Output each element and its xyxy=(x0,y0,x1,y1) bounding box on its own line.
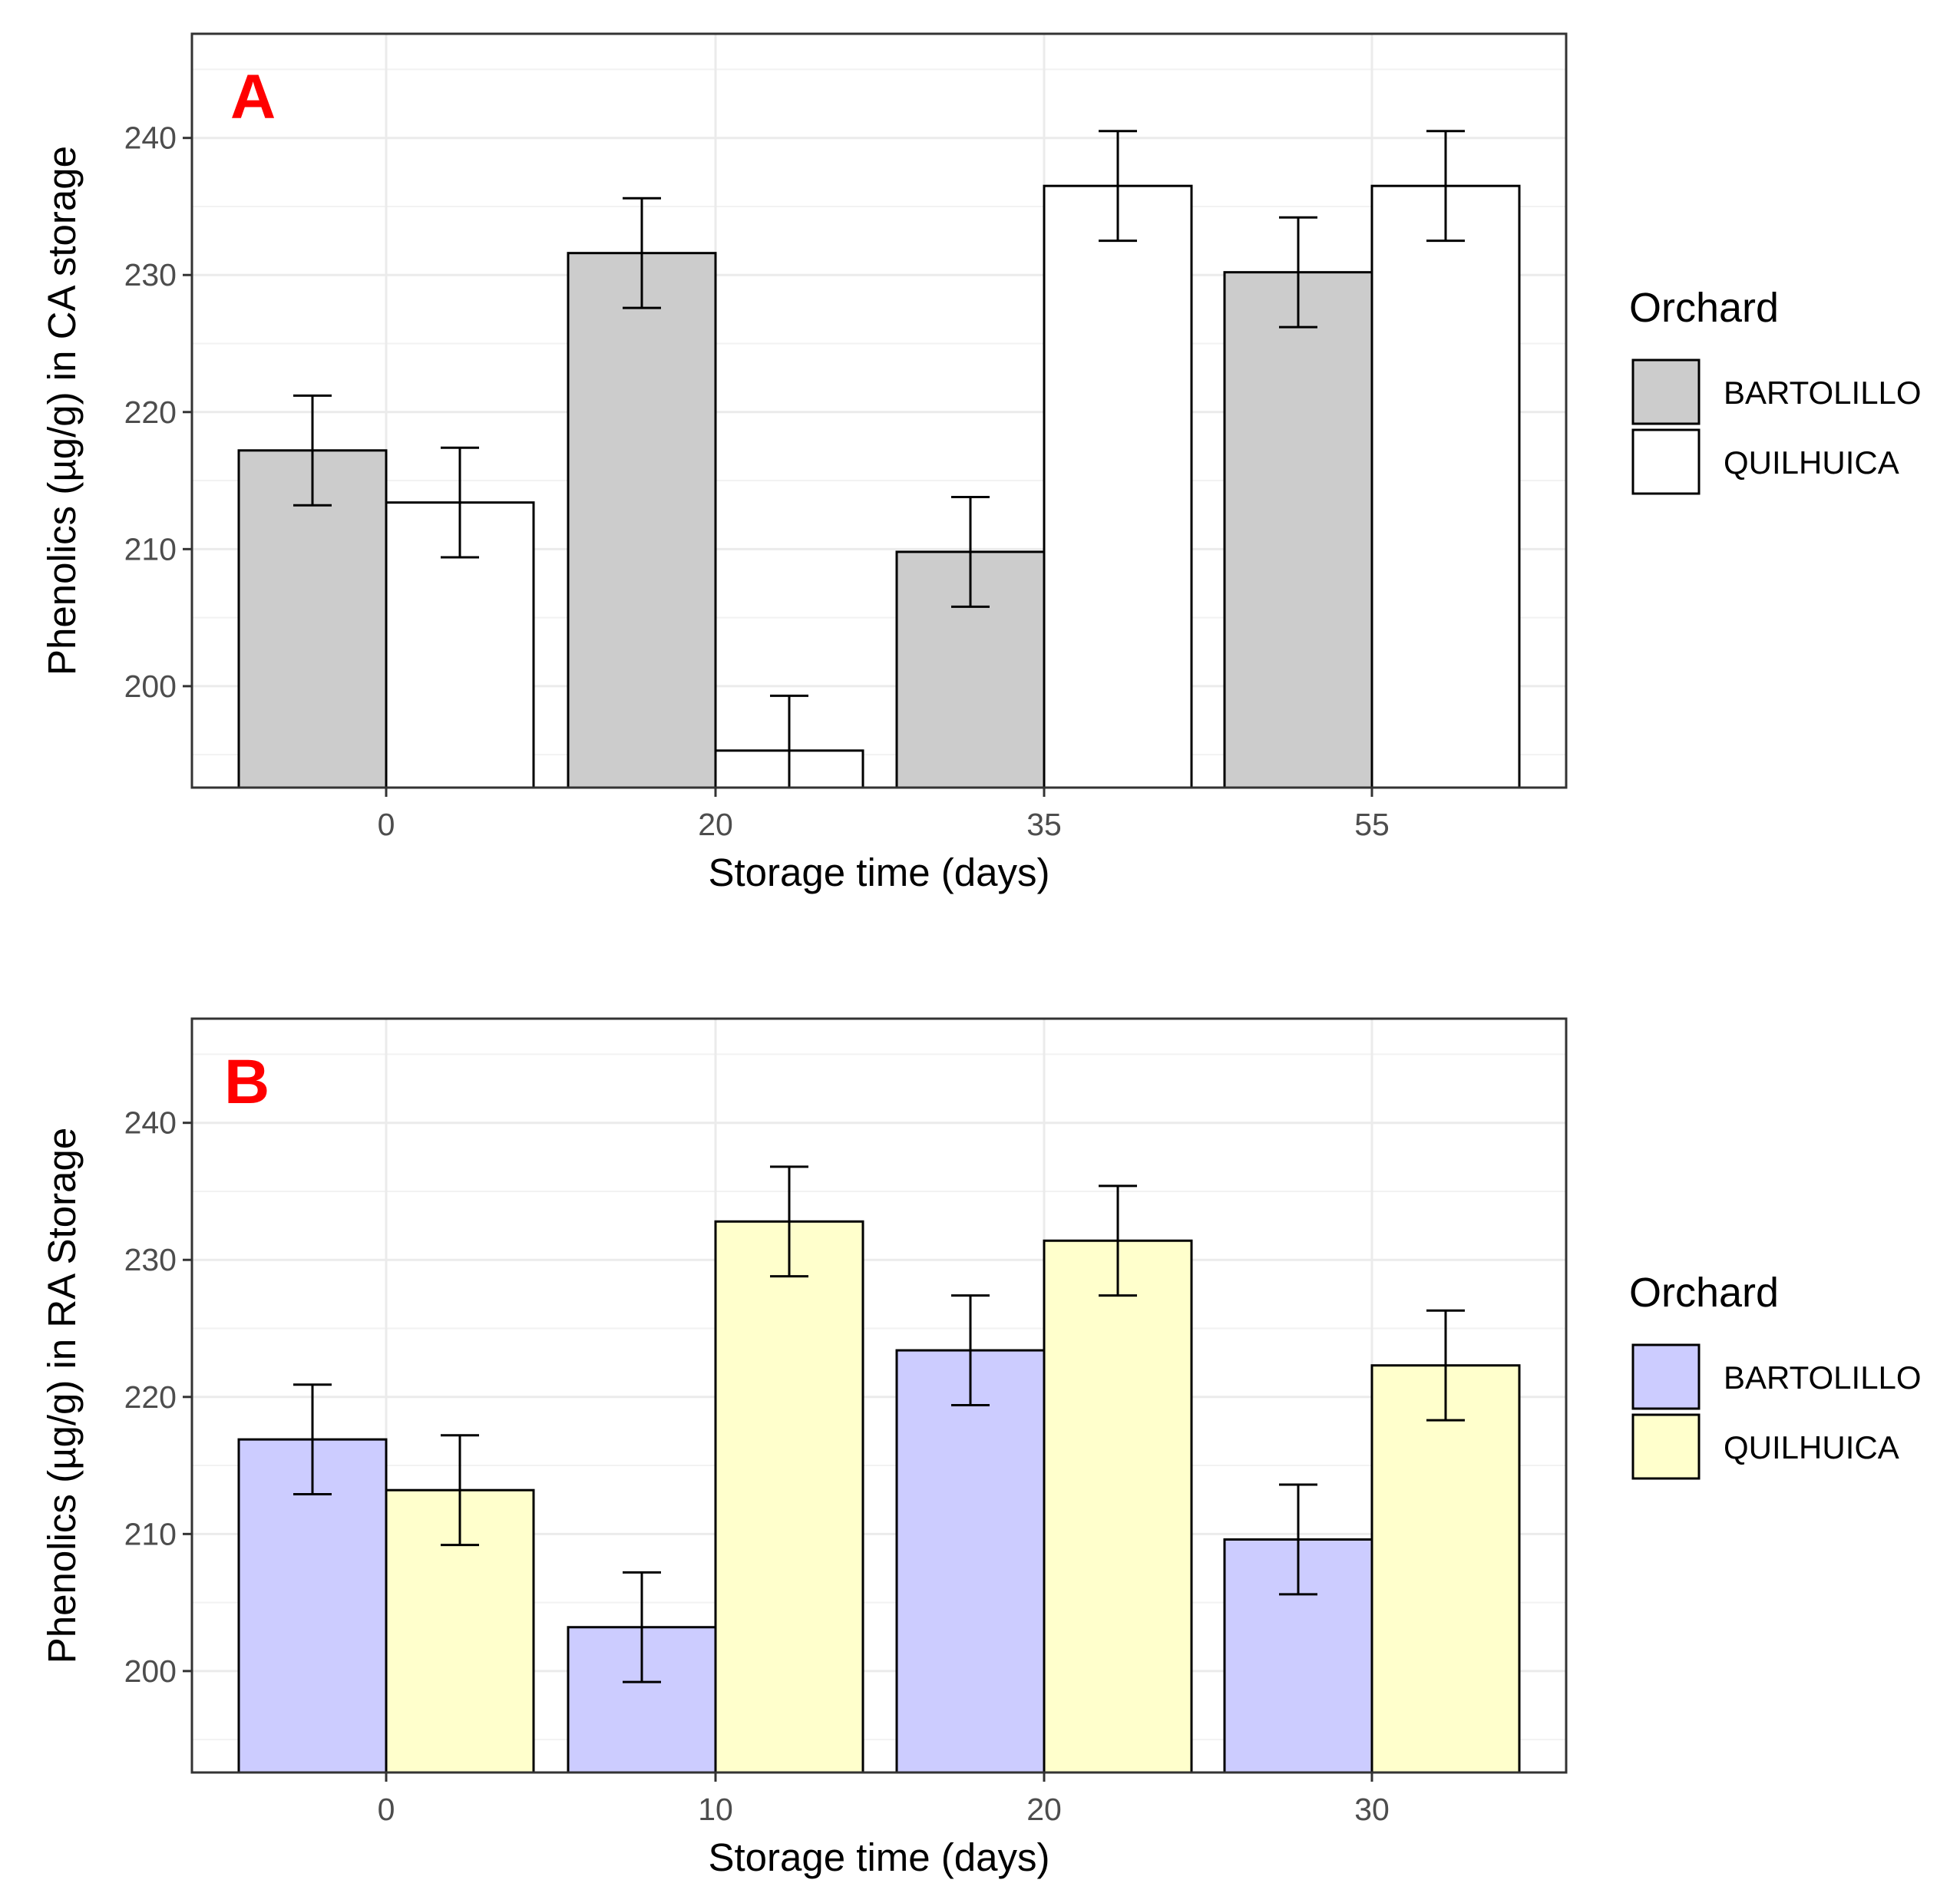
error-bar-bartolillo-30 xyxy=(1279,1483,1317,1596)
bar-bartolillo-55 xyxy=(1223,271,1373,789)
legend: Orchard BARTOLILLO QUILHUICA xyxy=(1629,1270,1922,1480)
y-tick-label: 210 xyxy=(124,531,177,567)
y-axis-title: Phenolics (µg/g) in CA storage xyxy=(40,146,84,676)
legend-label-quilhuica: QUILHUICA xyxy=(1724,1429,1899,1465)
panel-letter: A xyxy=(230,62,276,132)
bar-bartolillo-20 xyxy=(567,252,717,789)
legend-title: Orchard xyxy=(1629,285,1779,331)
error-bar-bartolillo-0 xyxy=(293,394,332,507)
legend-key-quilhuica xyxy=(1631,1413,1701,1480)
error-bar-quilhuica-20 xyxy=(1099,1184,1137,1297)
bar-quilhuica-35 xyxy=(1043,184,1193,789)
x-tick-label: 55 xyxy=(1354,807,1390,842)
x-tick-label: 35 xyxy=(1026,807,1062,842)
panel-letter: B xyxy=(224,1047,269,1117)
y-tick-label: 230 xyxy=(124,257,177,292)
y-tick-label: 210 xyxy=(124,1516,177,1551)
bar-bartolillo-20 xyxy=(895,1349,1046,1774)
y-tick-label: 230 xyxy=(124,1242,177,1277)
y-tick-label: 200 xyxy=(124,669,177,704)
error-bar-bartolillo-20 xyxy=(951,1294,990,1406)
error-bar-quilhuica-35 xyxy=(1099,130,1137,243)
error-bar-quilhuica-0 xyxy=(441,1434,479,1547)
bar-quilhuica-30 xyxy=(1370,1364,1521,1774)
chart-panel-b: 200 210 220 230 240 0 10 20 30 Storage time (days… xyxy=(40,1017,1922,1879)
x-axis-title: Storage time (days) xyxy=(708,851,1049,894)
legend-key-quilhuica xyxy=(1631,428,1701,495)
error-bar-bartolillo-55 xyxy=(1279,216,1317,329)
bar-quilhuica-10 xyxy=(714,1220,864,1774)
error-bar-quilhuica-20 xyxy=(770,694,808,788)
legend-label-quilhuica: QUILHUICA xyxy=(1724,444,1899,481)
error-bar-bartolillo-0 xyxy=(293,1383,332,1496)
y-tick-label: 220 xyxy=(124,395,177,430)
error-bar-quilhuica-10 xyxy=(770,1165,808,1278)
y-tick-label: 220 xyxy=(124,1379,177,1415)
legend-key-bartolillo xyxy=(1631,358,1701,425)
error-bar-quilhuica-30 xyxy=(1426,1309,1465,1422)
error-bar-quilhuica-0 xyxy=(441,446,479,559)
panel-border xyxy=(190,32,1568,789)
x-tick-label: 30 xyxy=(1354,1792,1390,1827)
x-tick-label: 0 xyxy=(378,807,395,842)
error-bar-quilhuica-55 xyxy=(1426,130,1465,243)
error-bar-bartolillo-10 xyxy=(623,1571,661,1683)
x-tick-label: 10 xyxy=(698,1792,733,1827)
y-tick-label: 200 xyxy=(124,1653,177,1689)
x-axis-title: Storage time (days) xyxy=(708,1835,1049,1879)
legend-title: Orchard xyxy=(1629,1270,1779,1316)
bar-quilhuica-55 xyxy=(1370,184,1521,789)
error-bar-bartolillo-20 xyxy=(623,197,661,309)
y-axis-title: Phenolics (µg/g) in RA Storage xyxy=(40,1128,84,1663)
y-tick-label: 240 xyxy=(124,1105,177,1141)
y-tick-label: 240 xyxy=(124,121,177,156)
x-tick-label: 20 xyxy=(698,807,733,842)
legend-key-bartolillo xyxy=(1631,1343,1701,1410)
legend-label-bartolillo: BARTOLILLO xyxy=(1724,375,1922,411)
x-tick-label: 0 xyxy=(378,1792,395,1827)
chart-panel-a: 200 210 220 230 240 0 20 35 55 Storage time (days… xyxy=(40,32,1922,894)
error-bar-bartolillo-35 xyxy=(951,495,990,608)
panel-border xyxy=(190,1017,1568,1774)
bar-quilhuica-20 xyxy=(1043,1239,1193,1774)
legend-label-bartolillo: BARTOLILLO xyxy=(1724,1359,1922,1396)
legend: Orchard BARTOLILLO QUILHUICA xyxy=(1629,285,1922,495)
x-tick-label: 20 xyxy=(1026,1792,1062,1827)
